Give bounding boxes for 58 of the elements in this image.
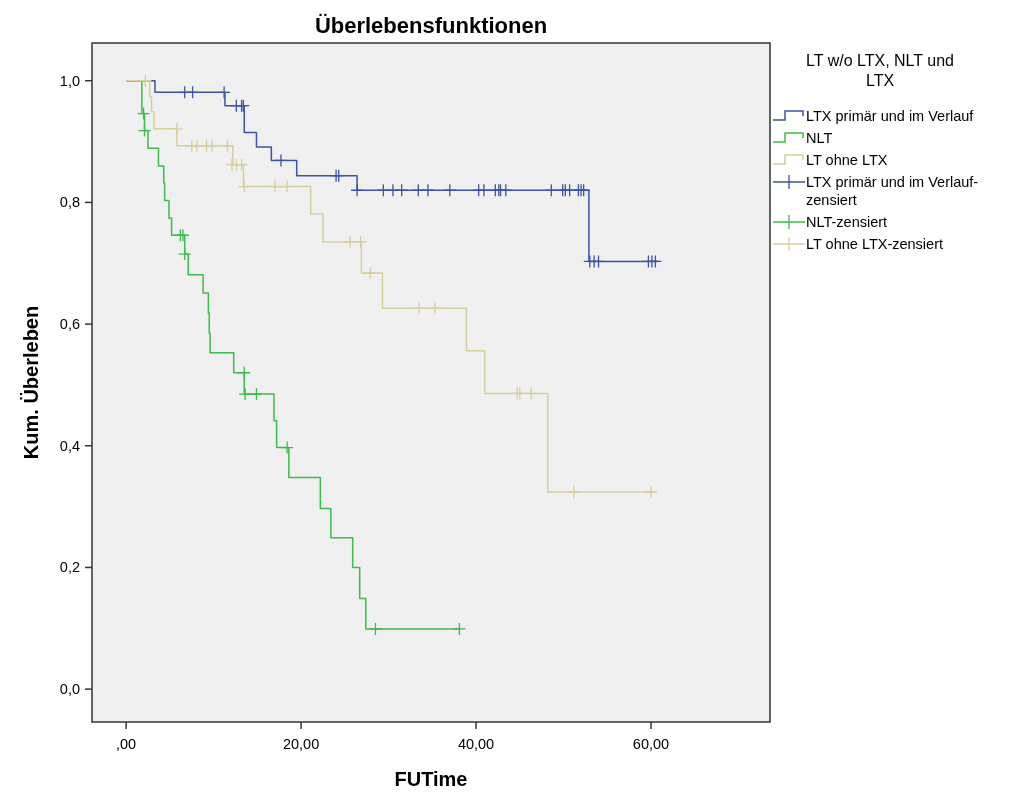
- point: [644, 485, 658, 499]
- legend-label: NLT-zensiert: [806, 214, 888, 230]
- x-axis-title: FUTime: [394, 768, 468, 790]
- point: [237, 179, 251, 194]
- point: [170, 122, 184, 136]
- point: [280, 179, 294, 194]
- y-tick-label: 0,2: [59, 559, 80, 576]
- y-tick-label: 0,8: [59, 194, 80, 211]
- point: [544, 183, 558, 197]
- point: [249, 387, 264, 401]
- point: [395, 183, 409, 197]
- point: [452, 622, 467, 636]
- point: [477, 183, 491, 197]
- y-axis-title: Kum. Überleben: [20, 305, 42, 460]
- y-tick-label: 0,4: [59, 437, 80, 454]
- y-tick-label: 1,0: [59, 72, 80, 89]
- chart-title: Überlebensfunktionen: [314, 13, 548, 38]
- point: [217, 85, 231, 99]
- point: [268, 179, 282, 194]
- point: [274, 153, 288, 168]
- legend-title: LT w/o LTX, NLT und LTX: [806, 52, 954, 89]
- legend-label: LTX primär und im Verlauf: [806, 108, 975, 124]
- point: [136, 106, 151, 121]
- point: [363, 266, 377, 280]
- y-tick-label: 0,0: [59, 681, 80, 698]
- point: [376, 183, 390, 197]
- legend-label: LT ohne LTX-zensiert: [806, 236, 944, 252]
- point: [428, 301, 442, 315]
- point: [190, 139, 204, 153]
- point: [411, 183, 425, 197]
- legend-label: NLT: [806, 130, 833, 146]
- x-tick-label: 20,00: [282, 736, 320, 752]
- point: [178, 247, 192, 261]
- point: [237, 366, 251, 380]
- x-tick-label: ,00: [116, 736, 137, 752]
- point: [185, 85, 200, 99]
- point: [205, 139, 219, 153]
- legend-label: LT ohne LTX: [806, 152, 888, 168]
- point: [137, 123, 152, 138]
- point: [591, 254, 606, 269]
- point: [343, 235, 357, 249]
- point: [421, 183, 435, 197]
- y-tick-label: 0,6: [59, 316, 80, 333]
- point: [524, 386, 538, 401]
- legend-label: LTX primär und im Verlauf-zensiert: [806, 174, 979, 208]
- point: [443, 183, 457, 197]
- x-tick-label: 60,00: [632, 736, 670, 752]
- point: [350, 183, 364, 197]
- x-tick-label: 40,00: [457, 736, 495, 752]
- point: [138, 74, 153, 88]
- point: [499, 183, 513, 197]
- point: [648, 254, 663, 269]
- point: [220, 139, 235, 153]
- point: [280, 440, 294, 455]
- point: [238, 387, 252, 401]
- point: [567, 485, 581, 499]
- point: [368, 622, 383, 636]
- point: [412, 301, 426, 315]
